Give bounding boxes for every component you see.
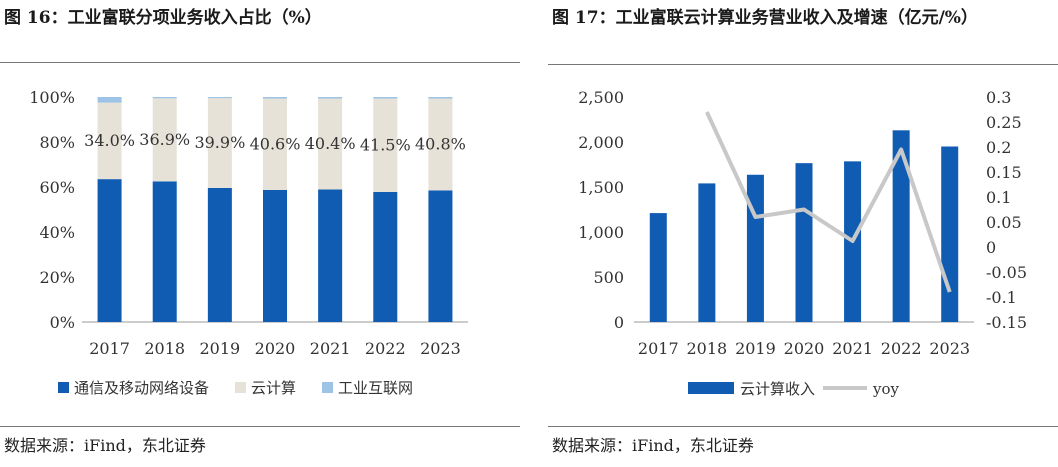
revenue-bar (892, 130, 910, 322)
left-source-note: 数据来源：iFind，东北证券 (4, 436, 206, 455)
legend-swatch-1 (58, 382, 69, 393)
bar-data-label: 36.9% (139, 130, 190, 149)
bar-segment-3 (428, 97, 453, 99)
legend-label: 通信及移动网络设备 (74, 379, 209, 397)
y-tick-label: 40% (39, 223, 75, 242)
y-right-tick-label: -0.15 (986, 313, 1027, 332)
revenue-bar (941, 146, 959, 322)
revenue-bar (746, 174, 764, 322)
bar-segment-2 (263, 98, 287, 190)
left-figure-title: 图 16：工业富联分项业务收入占比（%） (4, 8, 322, 28)
legend-swatch-2 (235, 382, 247, 393)
y-right-tick-label: 0.3 (986, 88, 1011, 107)
y-left-tick-label: 2,000 (578, 133, 624, 152)
y-right-tick-label: 0.25 (986, 113, 1022, 132)
bar-segment-2 (207, 98, 232, 188)
x-tick-label: 2019 (735, 339, 776, 358)
bar-segment-3 (97, 97, 122, 103)
bar-segment-3 (263, 97, 287, 99)
bar-segment-1 (207, 187, 232, 322)
revenue-bar (698, 183, 716, 322)
x-tick-label: 2017 (89, 339, 130, 358)
left-title-rule (0, 62, 520, 63)
left-source-rule (0, 426, 520, 427)
bar-segment-2 (373, 98, 398, 192)
x-tick-label: 2021 (310, 339, 351, 358)
y-right-tick-label: 0.05 (986, 213, 1022, 232)
right-title-rule (548, 64, 1058, 65)
right-source-note: 数据来源：iFind，东北证券 (552, 436, 754, 455)
y-right-tick-label: 0.15 (986, 163, 1022, 182)
x-tick-label: 2019 (199, 339, 240, 358)
bar-segment-1 (263, 189, 287, 322)
cloud-revenue-chart: 0 500 1,000 1,500 2,000 2,500 -0.15 -0.1 -0.05 0 0… (578, 88, 1027, 398)
x-tick-label: 2022 (881, 339, 922, 358)
revenue-bar (649, 213, 667, 322)
y-right-tick-label: 0.1 (986, 188, 1011, 207)
yoy-line (705, 111, 952, 293)
right-figure-title: 图 17：工业富联云计算业务营业收入及增速（亿元/%） (552, 8, 978, 28)
bar-segment-1 (152, 181, 177, 322)
x-tick-label: 2018 (686, 339, 727, 358)
legend-swatch-3 (322, 382, 334, 393)
bar-segment-2 (428, 98, 453, 191)
x-tick-label: 2023 (929, 339, 970, 358)
y-tick-label: 60% (39, 178, 75, 197)
y-tick-label: 20% (39, 268, 75, 287)
bar-data-label: 34.0% (84, 131, 135, 150)
bar-segment-3 (373, 97, 398, 99)
y-tick-label: 0% (50, 313, 75, 332)
x-tick-label: 2020 (784, 339, 825, 358)
x-tick-label: 2023 (420, 339, 461, 358)
legend-label: 云计算收入 (740, 380, 815, 398)
y-left-tick-label: 1,000 (578, 223, 624, 242)
bar-data-label: 40.6% (250, 134, 301, 153)
revenue-share-chart: 0% 20% 40% 60% 80% 100% 34.0% 2017 36.9% 2018 39.9… (29, 88, 468, 397)
legend-label: 工业互联网 (338, 379, 413, 397)
x-tick-label: 2022 (365, 339, 406, 358)
bar-segment-1 (97, 179, 122, 322)
y-right-tick-label: -0.1 (986, 288, 1017, 307)
legend-swatch-bar (688, 382, 734, 394)
x-tick-label: 2020 (255, 339, 296, 358)
bar-data-label: 41.5% (360, 135, 411, 154)
bar-data-label: 40.8% (415, 134, 466, 153)
right-source-rule (548, 426, 1058, 427)
y-left-tick-label: 500 (593, 268, 624, 287)
x-tick-label: 2018 (144, 339, 185, 358)
y-right-tick-label: 0 (986, 238, 996, 257)
left-figure-panel: 图 16：工业富联分项业务收入占比（%） 0% 20% 40% 60% 80% 100% 3… (0, 0, 520, 467)
legend-label: yoy (872, 380, 900, 398)
bar-segment-2 (97, 102, 122, 180)
x-tick-label: 2017 (638, 339, 679, 358)
bar-segment-1 (373, 191, 398, 322)
revenue-bar (795, 163, 813, 322)
bar-data-label: 39.9% (194, 133, 245, 152)
bar-segment-1 (318, 189, 343, 322)
y-tick-label: 80% (39, 133, 75, 152)
bar-segment-3 (207, 97, 232, 99)
y-right-tick-label: 0.2 (986, 138, 1011, 157)
legend-label: 云计算 (251, 379, 296, 397)
bar-segment-3 (152, 97, 177, 99)
x-tick-label: 2021 (832, 339, 873, 358)
y-left-tick-label: 2,500 (578, 88, 624, 107)
right-figure-panel: 图 17：工业富联云计算业务营业收入及增速（亿元/%） 0 500 1,000 1,5… (548, 0, 1058, 467)
bar-data-label: 40.4% (305, 134, 356, 153)
y-right-tick-label: -0.05 (986, 263, 1027, 282)
bar-segment-2 (318, 98, 343, 190)
bar-segment-3 (318, 97, 343, 99)
bar-segment-1 (428, 190, 453, 322)
bar-segment-2 (152, 98, 177, 182)
y-left-tick-label: 0 (614, 313, 624, 332)
y-tick-label: 100% (29, 88, 75, 107)
y-left-tick-label: 1,500 (578, 178, 624, 197)
